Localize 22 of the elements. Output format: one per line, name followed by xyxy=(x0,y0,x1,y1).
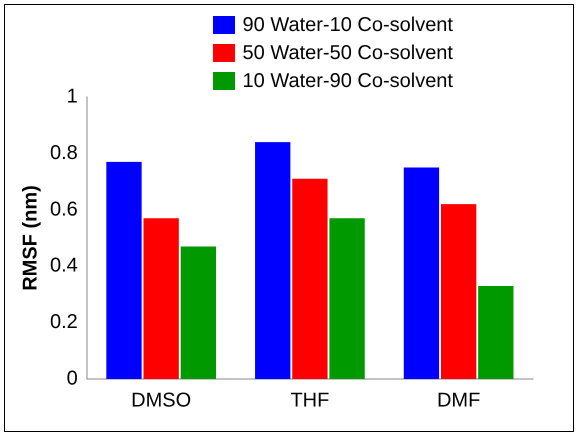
bar xyxy=(404,168,440,379)
bar xyxy=(180,246,216,379)
legend-label: 90 Water-10 Co-solvent xyxy=(242,13,453,38)
y-tick-label: 0 xyxy=(66,368,78,390)
legend-label: 10 Water-90 Co-solvent xyxy=(242,69,453,94)
legend-label: 50 Water-50 Co-solvent xyxy=(242,41,453,66)
bar xyxy=(292,178,328,379)
x-tick-label: DMF xyxy=(436,390,480,412)
x-tick-label: THF xyxy=(290,390,330,412)
y-axis-title: RMSF (nm) xyxy=(20,185,42,291)
bar xyxy=(106,162,142,379)
y-tick-label: 0.8 xyxy=(50,142,78,164)
y-tick-label: 0.6 xyxy=(50,198,78,220)
bar xyxy=(255,142,290,379)
y-tick-label: 1 xyxy=(66,86,78,108)
y-tick-label: 0.4 xyxy=(50,254,78,277)
y-tick-label: 0.2 xyxy=(50,311,78,334)
x-tick-label: DMSO xyxy=(131,390,192,412)
bar xyxy=(478,286,514,379)
bar xyxy=(329,218,365,379)
bar xyxy=(144,218,179,379)
bar xyxy=(440,204,476,379)
